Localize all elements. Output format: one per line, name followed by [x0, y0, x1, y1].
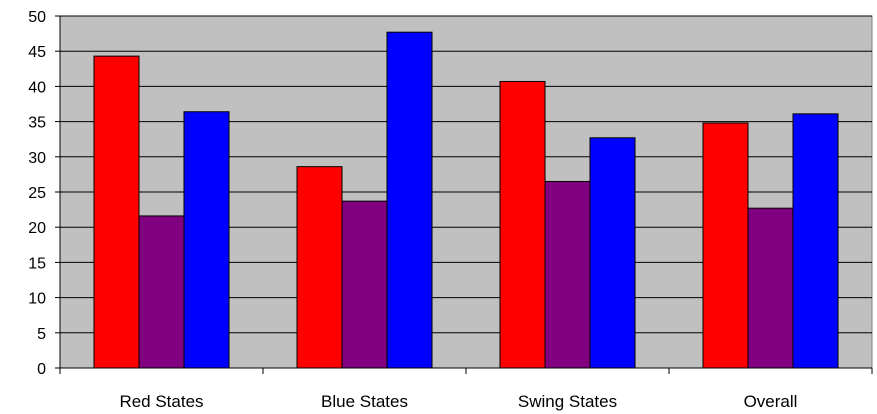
x-tick-label: Blue States: [321, 392, 408, 411]
bar-red-states-series-1: [93, 55, 140, 369]
bar-swing-states-series-3: [589, 137, 636, 369]
y-tick-label: 20: [28, 220, 46, 237]
x-tick-label: Overall: [744, 392, 798, 411]
y-tick-label: 10: [28, 291, 46, 308]
bar-blue-states-series-1: [296, 166, 343, 369]
y-tick-label: 30: [28, 150, 46, 167]
bar-overall-series-2: [747, 207, 794, 369]
bar-overall-series-3: [792, 113, 839, 369]
y-tick-label: 0: [37, 361, 46, 378]
y-tick-label: 45: [28, 44, 46, 61]
y-tick-label: 5: [37, 326, 46, 343]
bar-blue-states-series-2: [341, 200, 388, 369]
axes: [55, 15, 873, 374]
y-tick-label: 25: [28, 185, 46, 202]
y-axis-tick-labels: 0 5 10 15 20 25 30 35 40 45 50: [28, 9, 46, 378]
y-tick-label: 40: [28, 79, 46, 96]
bar-swing-states-series-2: [544, 180, 591, 369]
y-tick-label: 35: [28, 115, 46, 132]
x-tick-label: Swing States: [518, 392, 617, 411]
x-axis-tick-labels: Red States Blue States Swing States Overall: [119, 392, 797, 411]
bar-blue-states-series-3: [386, 31, 433, 369]
x-tick-label: Red States: [119, 392, 203, 411]
y-tick-label: 15: [28, 255, 46, 272]
bar-red-states-series-3: [183, 111, 230, 369]
bar-red-states-series-2: [138, 215, 185, 369]
y-tick-label: 50: [28, 9, 46, 26]
bar-overall-series-1: [702, 122, 749, 369]
bar-swing-states-series-1: [499, 80, 546, 369]
